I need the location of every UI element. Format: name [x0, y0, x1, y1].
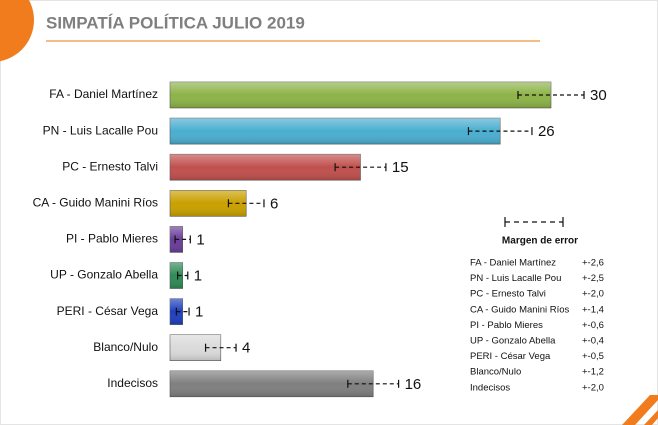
value-label: 1 — [196, 231, 204, 248]
bar-shine — [170, 82, 551, 108]
error-table-value: +-1,4 — [582, 304, 604, 315]
bar-shine — [170, 118, 501, 145]
error-table-value: +-2,5 — [582, 273, 604, 284]
chart-title: SIMPATÍA POLÍTICA JULIO 2019 — [46, 13, 305, 32]
error-legend-title: Margen de error — [502, 236, 578, 247]
corner-decoration — [0, 0, 34, 62]
category-label: Blanco/Nulo — [93, 340, 158, 354]
category-label: FA - Daniel Martínez — [49, 87, 158, 101]
bar-shine — [170, 334, 221, 361]
value-label: 4 — [242, 340, 250, 357]
error-table-name: PN - Luis Lacalle Pou — [470, 273, 561, 284]
bar-shine — [170, 370, 374, 397]
bar-shine — [170, 154, 361, 181]
category-label: PN - Luis Lacalle Pou — [43, 123, 158, 137]
category-label: PC - Ernesto Talvi — [62, 159, 158, 173]
error-table-name: CA - Guido Manini Ríos — [470, 304, 570, 315]
error-table-name: PC - Ernesto Talvi — [470, 289, 546, 300]
error-table-name: PI - Pablo Mieres — [470, 320, 543, 331]
error-table-value: +-2,0 — [582, 289, 604, 300]
category-label: PERI - César Vega — [57, 304, 159, 318]
error-table-value: +-0,4 — [582, 336, 604, 347]
error-table-name: Indecisos — [470, 382, 510, 393]
error-table-value: +-0,5 — [582, 351, 604, 362]
value-label: 1 — [194, 267, 202, 284]
value-label: 1 — [195, 304, 203, 321]
value-label: 16 — [405, 376, 422, 393]
error-table-value: +-1,2 — [582, 367, 604, 378]
error-table-name: UP - Gonzalo Abella — [470, 336, 556, 347]
error-table-value: +-0,6 — [582, 320, 604, 331]
bar-shine — [170, 190, 247, 217]
error-table-value: +-2,0 — [582, 382, 604, 393]
category-label: CA - Guido Manini Ríos — [33, 195, 158, 209]
value-label: 30 — [590, 87, 607, 104]
error-table-name: PERI - César Vega — [470, 351, 551, 362]
error-table-value: +-2,6 — [582, 258, 604, 269]
category-label: PI - Pablo Mieres — [66, 232, 158, 246]
value-label: 15 — [392, 159, 409, 176]
error-table-name: FA - Daniel Martínez — [470, 258, 556, 269]
category-label: UP - Gonzalo Abella — [50, 268, 158, 282]
value-label: 6 — [270, 195, 278, 212]
error-table-name: Blanco/Nulo — [470, 367, 521, 378]
category-label: Indecisos — [107, 376, 158, 390]
value-label: 26 — [538, 123, 555, 140]
corner-stripes — [622, 395, 658, 425]
bar-shine — [170, 262, 183, 289]
